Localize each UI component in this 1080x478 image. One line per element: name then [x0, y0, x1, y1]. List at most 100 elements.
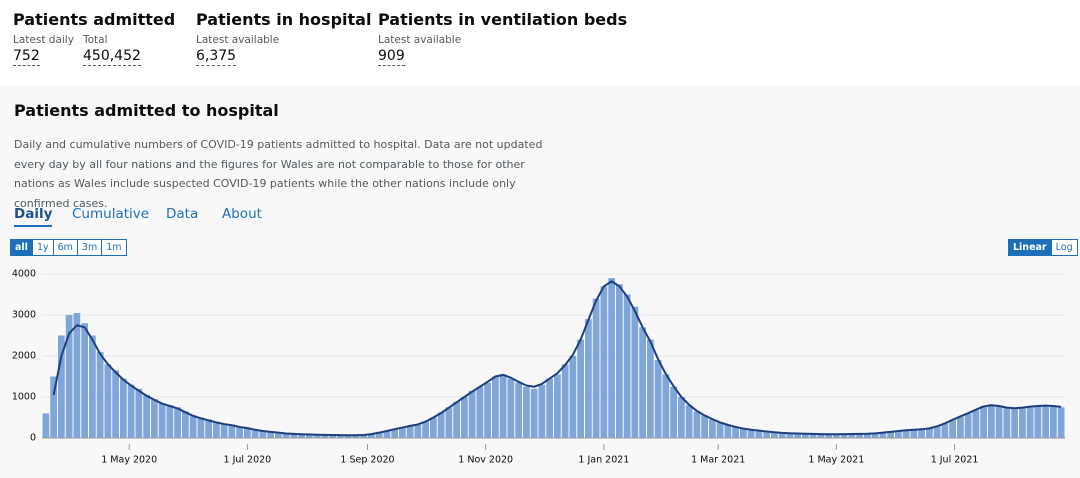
bar	[670, 386, 677, 438]
tab[interactable]: Cumulative	[72, 206, 150, 222]
bar	[592, 298, 600, 438]
x-tick-label: 1 May 2020	[101, 455, 157, 466]
bar	[135, 388, 143, 438]
bar	[561, 364, 569, 438]
bar	[143, 394, 150, 438]
bar	[554, 374, 561, 438]
bar	[220, 423, 228, 438]
bar	[166, 405, 174, 438]
bar	[89, 335, 96, 438]
bar	[864, 433, 871, 438]
bar	[933, 426, 941, 438]
bar	[492, 376, 499, 438]
bar	[151, 399, 158, 438]
y-tick-label: 2000	[12, 351, 36, 362]
bar	[344, 435, 352, 438]
bar	[73, 312, 81, 438]
bar	[290, 433, 298, 438]
bar	[786, 433, 794, 438]
bar	[825, 434, 832, 438]
bar	[313, 434, 321, 438]
bar	[197, 417, 205, 438]
bar	[949, 419, 956, 438]
bar	[515, 382, 522, 438]
bar	[1026, 406, 1034, 438]
tab[interactable]: Daily	[14, 206, 53, 227]
bar	[740, 428, 747, 438]
bar	[639, 327, 646, 438]
headline-label: Latest available	[378, 34, 462, 46]
bar	[352, 435, 360, 438]
bar	[1050, 406, 1057, 438]
bar	[887, 431, 894, 438]
bar	[391, 428, 398, 438]
range-button[interactable]: 3m	[76, 239, 103, 256]
scale-buttons: Linear Log	[1008, 239, 1078, 256]
bar	[988, 404, 995, 438]
bar	[701, 415, 708, 438]
bar	[856, 433, 863, 438]
headline-value[interactable]: 909	[378, 48, 405, 66]
range-button[interactable]: 1m	[101, 239, 127, 256]
bar	[244, 427, 251, 438]
bar	[368, 434, 375, 438]
scale-button[interactable]: Log	[1050, 239, 1078, 256]
tab[interactable]: About	[222, 206, 262, 222]
bar	[623, 294, 631, 438]
bar	[600, 286, 608, 438]
bar	[96, 351, 104, 438]
line	[52, 280, 1062, 437]
bar	[321, 434, 329, 438]
bar	[120, 378, 127, 438]
bar	[763, 431, 770, 438]
bar	[406, 425, 414, 438]
bar	[910, 429, 918, 438]
bar	[809, 433, 817, 438]
bar	[724, 424, 732, 438]
bar	[182, 411, 189, 438]
bar	[306, 434, 313, 438]
bar	[461, 397, 468, 438]
headline-label: Latest available	[196, 34, 280, 46]
headline-title: Patients in hospital	[196, 10, 372, 29]
bar	[267, 431, 274, 438]
bar	[631, 306, 639, 438]
headline-title: Patients in ventilation beds	[378, 10, 628, 29]
bar	[685, 405, 693, 438]
bar	[709, 419, 716, 438]
bar	[817, 434, 825, 438]
bar	[732, 426, 739, 438]
bar	[499, 374, 507, 438]
bar	[437, 412, 445, 438]
bar	[833, 434, 840, 438]
bar	[127, 384, 135, 438]
bar	[484, 382, 491, 438]
y-tick-label: 0	[30, 433, 36, 444]
tab[interactable]: Data	[166, 206, 199, 222]
bar	[964, 413, 972, 438]
bar	[329, 435, 336, 438]
bar	[213, 421, 220, 438]
bar	[228, 424, 236, 438]
bar	[802, 433, 809, 438]
bar	[174, 407, 181, 438]
bar	[50, 376, 57, 438]
headline-value[interactable]: 752	[13, 48, 40, 66]
bar	[957, 416, 964, 438]
bar	[747, 429, 755, 438]
bar	[468, 390, 476, 438]
bar	[879, 432, 887, 438]
bar	[383, 431, 391, 438]
x-tick-label: 1 Jul 2021	[931, 455, 979, 466]
headline-value[interactable]: 6,375	[196, 48, 237, 66]
bar	[476, 386, 484, 438]
bar	[926, 428, 933, 438]
bar	[112, 370, 119, 438]
bar	[848, 433, 856, 438]
range-buttons: all 1y 6m 3m 1m	[10, 239, 127, 256]
bar	[794, 433, 801, 438]
bar	[577, 339, 584, 438]
headline-value[interactable]: 450,452	[83, 48, 141, 66]
bar	[902, 430, 910, 438]
bar	[104, 364, 112, 438]
